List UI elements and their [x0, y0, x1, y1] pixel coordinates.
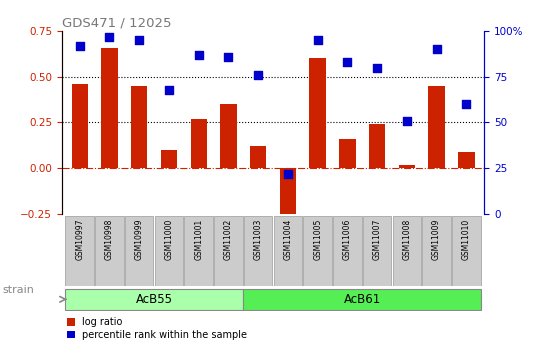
Point — [75, 43, 84, 48]
FancyBboxPatch shape — [243, 288, 481, 310]
Text: GSM11003: GSM11003 — [253, 218, 263, 260]
Point — [105, 34, 114, 39]
Text: GSM10998: GSM10998 — [105, 218, 114, 260]
Bar — [309, 59, 326, 168]
Point — [194, 52, 203, 58]
FancyBboxPatch shape — [303, 216, 332, 286]
FancyBboxPatch shape — [214, 216, 243, 286]
Bar — [399, 165, 415, 168]
Text: GSM11006: GSM11006 — [343, 218, 352, 260]
Bar — [280, 168, 296, 228]
Bar — [220, 104, 237, 168]
Point — [373, 65, 381, 70]
FancyBboxPatch shape — [125, 216, 153, 286]
Bar — [161, 150, 177, 168]
FancyBboxPatch shape — [452, 216, 480, 286]
Text: GSM11009: GSM11009 — [432, 218, 441, 260]
Text: strain: strain — [3, 285, 34, 295]
FancyBboxPatch shape — [363, 216, 392, 286]
Point — [433, 47, 441, 52]
Text: GSM11002: GSM11002 — [224, 218, 233, 260]
Bar — [190, 119, 207, 168]
FancyBboxPatch shape — [393, 216, 421, 286]
FancyBboxPatch shape — [422, 216, 451, 286]
Point — [254, 72, 263, 78]
Text: AcB61: AcB61 — [344, 293, 381, 306]
Legend: log ratio, percentile rank within the sample: log ratio, percentile rank within the sa… — [67, 317, 247, 340]
Text: GSM11010: GSM11010 — [462, 218, 471, 260]
FancyBboxPatch shape — [244, 216, 272, 286]
Text: GSM11004: GSM11004 — [284, 218, 293, 260]
Bar — [72, 84, 88, 168]
Bar — [428, 86, 445, 168]
Point — [343, 59, 352, 65]
Point — [224, 54, 233, 59]
Point — [462, 101, 471, 107]
Text: GSM11000: GSM11000 — [165, 218, 173, 260]
Point — [313, 37, 322, 43]
Text: GSM10999: GSM10999 — [134, 218, 144, 260]
Text: GSM11001: GSM11001 — [194, 218, 203, 260]
FancyBboxPatch shape — [154, 216, 183, 286]
Text: GSM10997: GSM10997 — [75, 218, 84, 260]
Point — [402, 118, 411, 124]
FancyBboxPatch shape — [185, 216, 213, 286]
FancyBboxPatch shape — [95, 216, 124, 286]
Text: GSM11008: GSM11008 — [402, 218, 412, 260]
Text: GSM11005: GSM11005 — [313, 218, 322, 260]
FancyBboxPatch shape — [274, 216, 302, 286]
FancyBboxPatch shape — [66, 216, 94, 286]
Bar — [101, 48, 118, 168]
Bar — [369, 124, 385, 168]
FancyBboxPatch shape — [65, 288, 243, 310]
Point — [135, 37, 144, 43]
Bar — [250, 146, 266, 168]
Text: AcB55: AcB55 — [136, 293, 173, 306]
Bar — [339, 139, 356, 168]
Bar — [131, 86, 147, 168]
Bar — [458, 152, 475, 168]
Text: GDS471 / 12025: GDS471 / 12025 — [62, 17, 172, 30]
FancyBboxPatch shape — [333, 216, 362, 286]
Point — [284, 171, 292, 176]
Text: GSM11007: GSM11007 — [373, 218, 381, 260]
Point — [165, 87, 173, 92]
